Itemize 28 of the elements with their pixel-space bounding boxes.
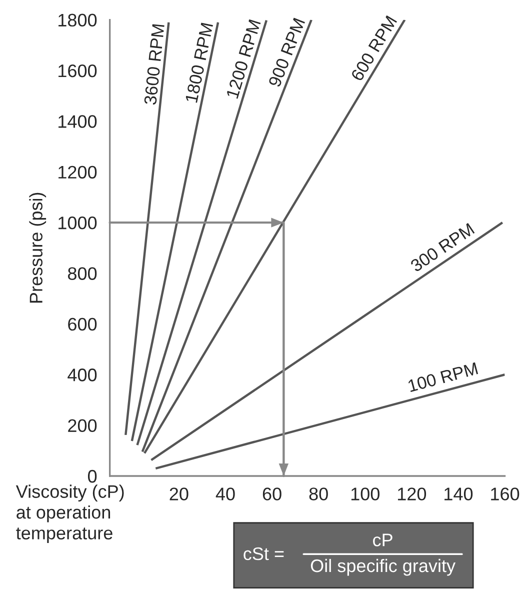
text: cSt =: [244, 547, 284, 560]
x-tick-label: 140: [444, 488, 473, 500]
y-tick-label: 1200: [58, 166, 97, 179]
x-tick-label: 20: [170, 488, 188, 500]
y-tick-label: 200: [68, 419, 97, 432]
text: cP: [373, 534, 392, 546]
y-tick-label: 400: [68, 368, 97, 382]
y-tick-label: 600: [68, 318, 97, 331]
x-tick-label: 40: [216, 488, 235, 500]
x-tick-label: 160: [491, 488, 520, 500]
text: 3600 RPM: [144, 24, 164, 105]
y-tick-label: 1000: [58, 216, 97, 230]
x-tick-label: 120: [398, 488, 426, 500]
text: 900 RPM: [268, 18, 306, 88]
y-axis-title: Pressure (psi): [29, 192, 46, 303]
text: Oil specific gravity: [310, 558, 456, 576]
x-axis-title: Viscosity (cP) at operation temperature: [16, 484, 124, 544]
y-tick-label: 0: [88, 470, 97, 483]
y-tick-label: 1800: [58, 14, 97, 27]
y-tick-label: 1600: [58, 64, 97, 78]
text: 1800 RPM: [185, 22, 214, 103]
y-tick-label: 1400: [58, 115, 97, 128]
x-tick-label: 60: [262, 488, 282, 500]
x-tick-label: 80: [309, 488, 328, 500]
text: 100 RPM: [408, 362, 478, 392]
text: 1200 RPM: [226, 19, 261, 99]
x-tick-label: 100: [351, 488, 380, 500]
y-tick-label: 800: [68, 267, 97, 280]
